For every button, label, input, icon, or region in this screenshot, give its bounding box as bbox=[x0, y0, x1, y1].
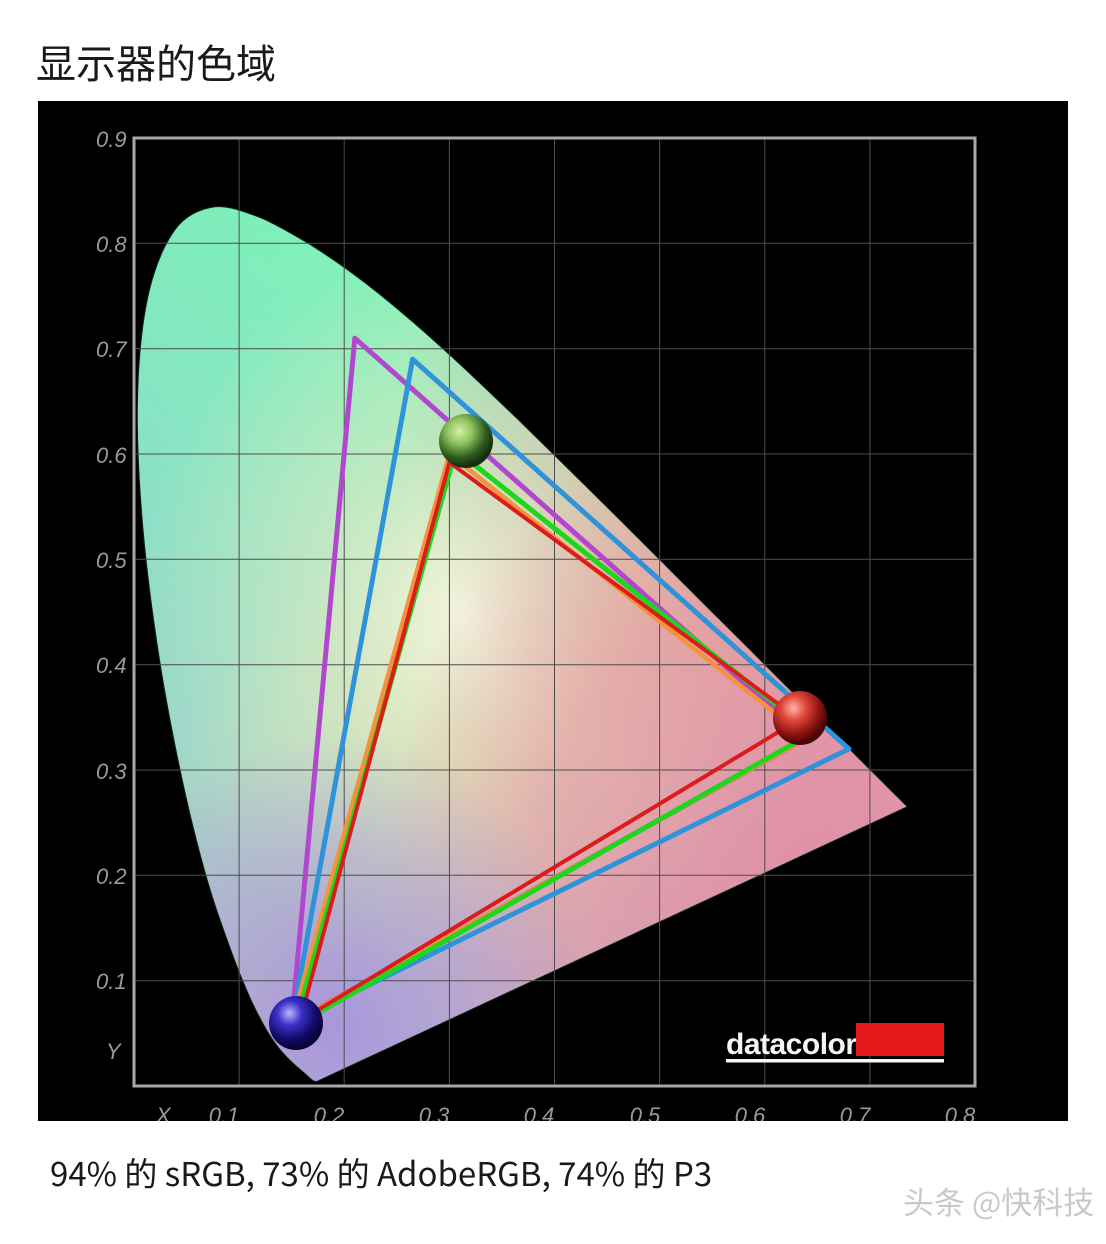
svg-text:0.7: 0.7 bbox=[840, 1103, 871, 1121]
svg-text:0.7: 0.7 bbox=[96, 337, 127, 362]
svg-text:0.3: 0.3 bbox=[96, 759, 127, 784]
svg-text:datacolor: datacolor bbox=[726, 1028, 857, 1061]
svg-text:0.9: 0.9 bbox=[96, 127, 127, 152]
svg-text:0.8: 0.8 bbox=[96, 232, 127, 257]
svg-text:0.2: 0.2 bbox=[96, 864, 127, 889]
svg-text:0.4: 0.4 bbox=[96, 653, 127, 678]
svg-text:0.4: 0.4 bbox=[524, 1103, 555, 1121]
svg-text:0.6: 0.6 bbox=[96, 443, 127, 468]
svg-text:0.1: 0.1 bbox=[96, 969, 127, 994]
svg-text:0.5: 0.5 bbox=[96, 548, 127, 573]
svg-text:0.1: 0.1 bbox=[209, 1103, 240, 1121]
svg-text:X: X bbox=[155, 1103, 172, 1121]
svg-text:0.3: 0.3 bbox=[419, 1103, 450, 1121]
svg-text:0.8: 0.8 bbox=[945, 1103, 976, 1121]
svg-text:Y: Y bbox=[106, 1039, 122, 1064]
svg-text:0.5: 0.5 bbox=[630, 1103, 661, 1121]
svg-text:0.6: 0.6 bbox=[735, 1103, 766, 1121]
svg-text:0.2: 0.2 bbox=[314, 1103, 345, 1121]
